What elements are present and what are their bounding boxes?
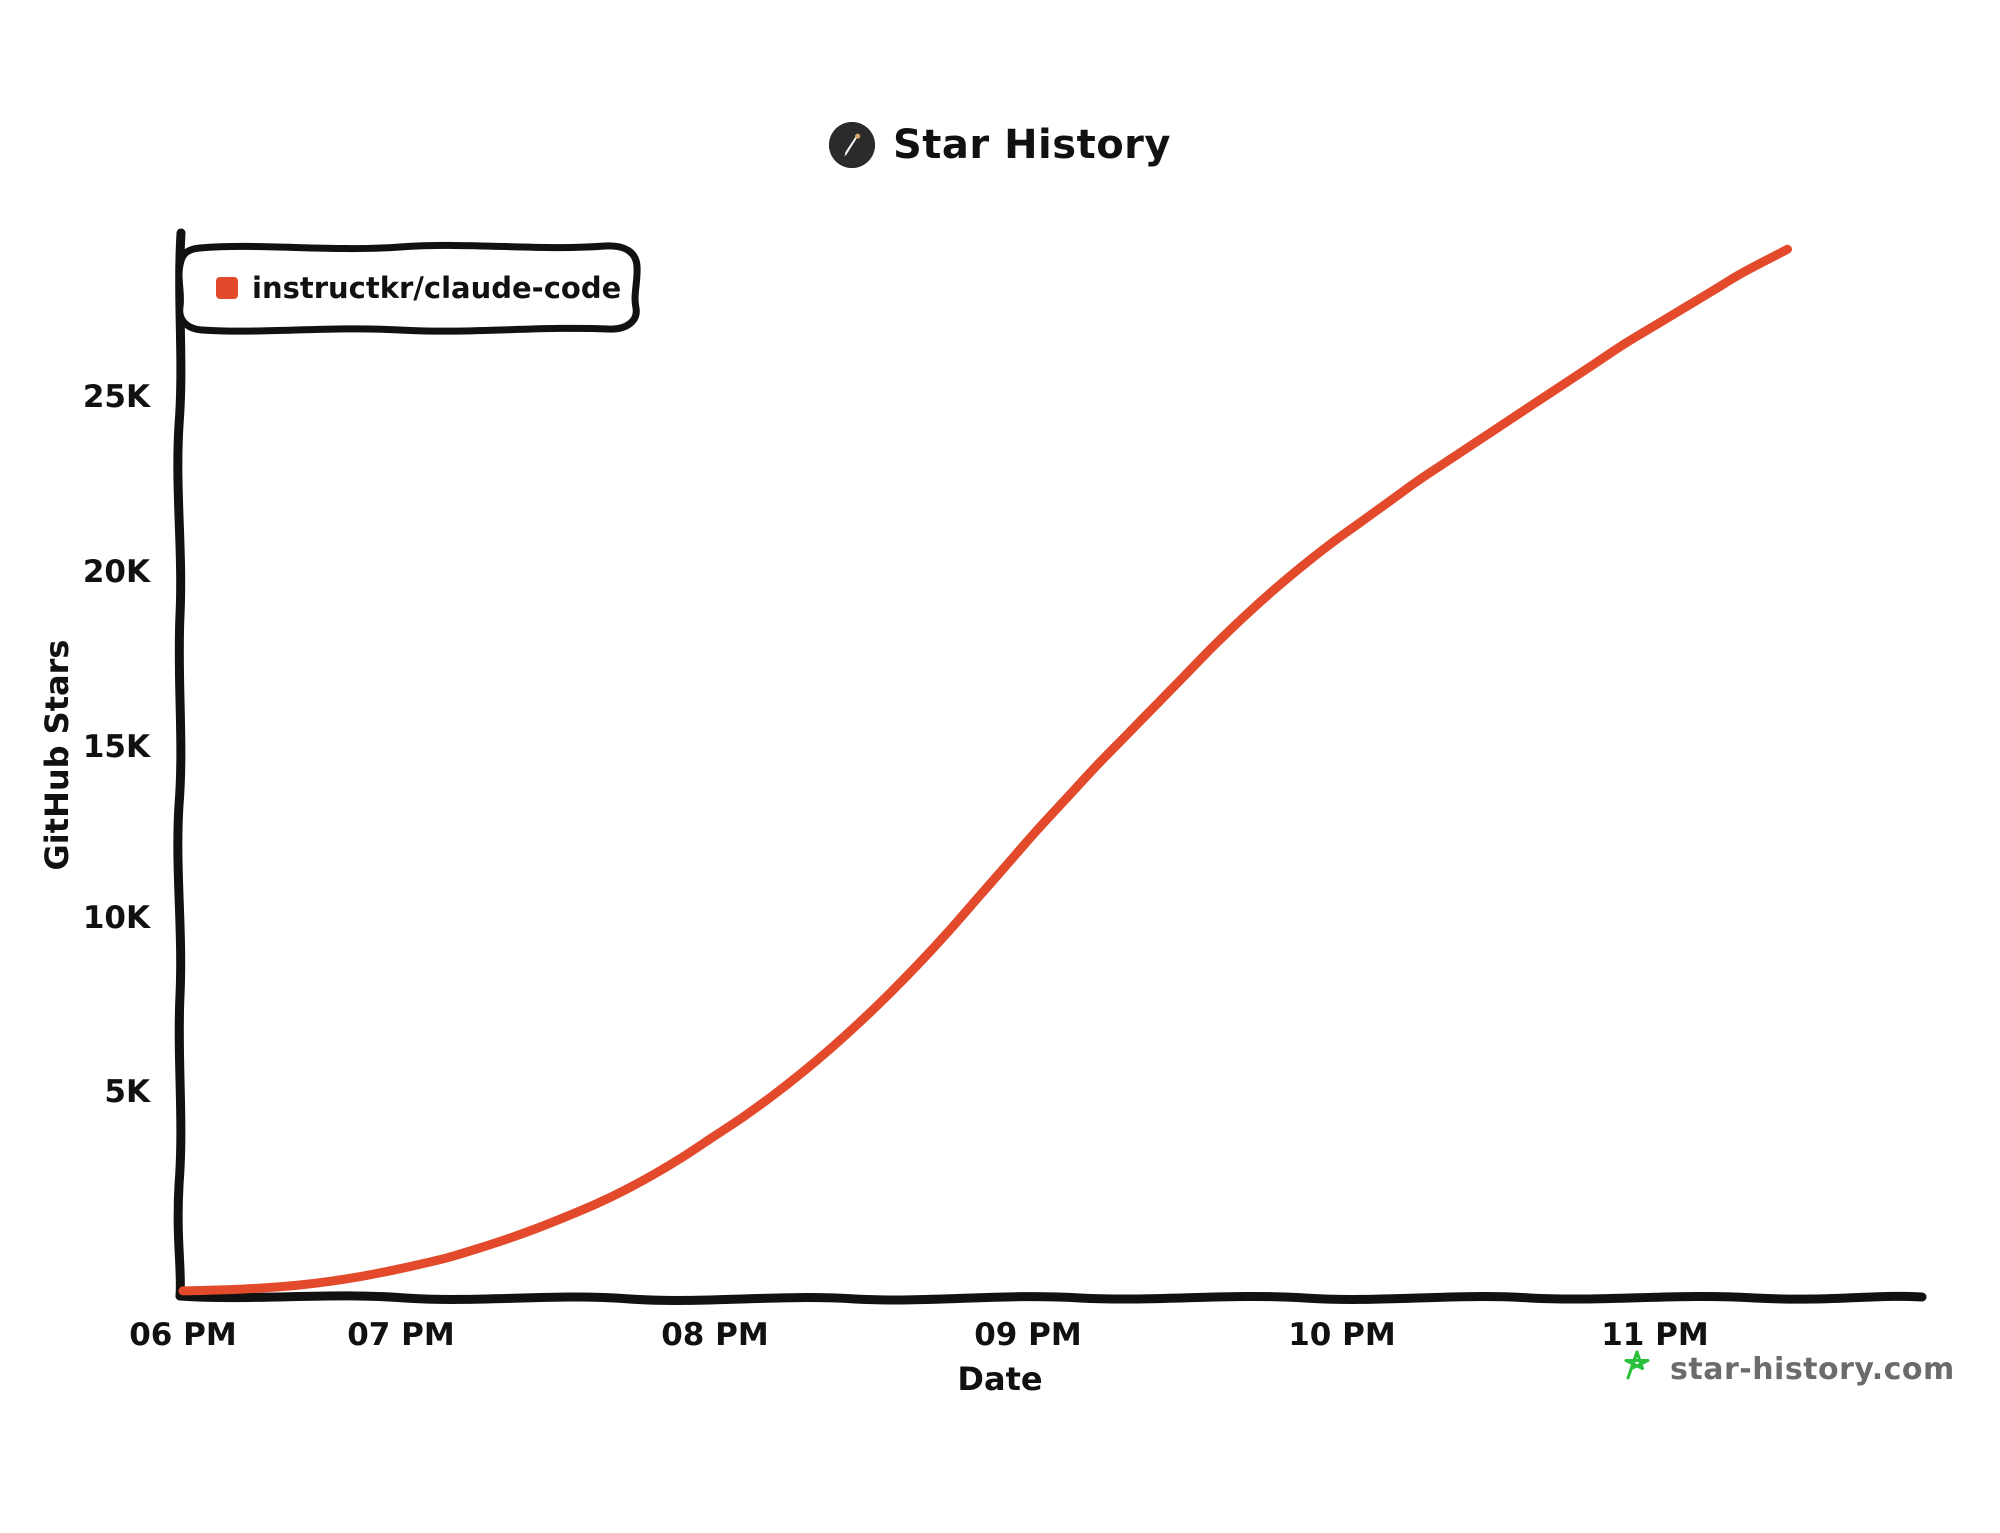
y-tick-label-15k: 15K bbox=[83, 729, 151, 765]
legend-box-border bbox=[175, 241, 641, 335]
x-axis-line bbox=[175, 1291, 1927, 1305]
legend[interactable]: instructkr/claude-code bbox=[175, 241, 641, 335]
chart-title-bar: Star History bbox=[0, 122, 2000, 168]
green-star-icon bbox=[1618, 1348, 1656, 1390]
x-tick-label-07pm: 07 PM bbox=[347, 1317, 455, 1353]
y-axis-title: GitHub Stars bbox=[38, 640, 76, 871]
y-tick-label-20k: 20K bbox=[83, 554, 151, 590]
legend-label-0: instructkr/claude-code bbox=[252, 271, 621, 305]
y-axis-line bbox=[173, 228, 186, 1301]
x-tick-label-09pm: 09 PM bbox=[974, 1317, 1082, 1353]
y-tick-label-25k: 25K bbox=[83, 379, 151, 415]
series-line-instructkr-claude-code bbox=[178, 244, 1792, 1296]
x-tick-label-10pm: 10 PM bbox=[1288, 1317, 1396, 1353]
watermark-label: star-history.com bbox=[1670, 1351, 1955, 1387]
legend-color-swatch bbox=[216, 277, 238, 299]
y-tick-label-10k: 10K bbox=[83, 900, 151, 936]
x-axis-title: Date bbox=[957, 1360, 1042, 1398]
x-tick-label-06pm: 06 PM bbox=[129, 1317, 237, 1353]
x-tick-label-11pm: 11 PM bbox=[1601, 1317, 1709, 1353]
watermark[interactable]: star-history.com bbox=[1618, 1348, 1955, 1390]
y-tick-label-5k: 5K bbox=[104, 1074, 151, 1110]
x-tick-label-08pm: 08 PM bbox=[661, 1317, 769, 1353]
pen-circle-icon bbox=[829, 122, 875, 168]
page-title: Star History bbox=[893, 122, 1171, 168]
